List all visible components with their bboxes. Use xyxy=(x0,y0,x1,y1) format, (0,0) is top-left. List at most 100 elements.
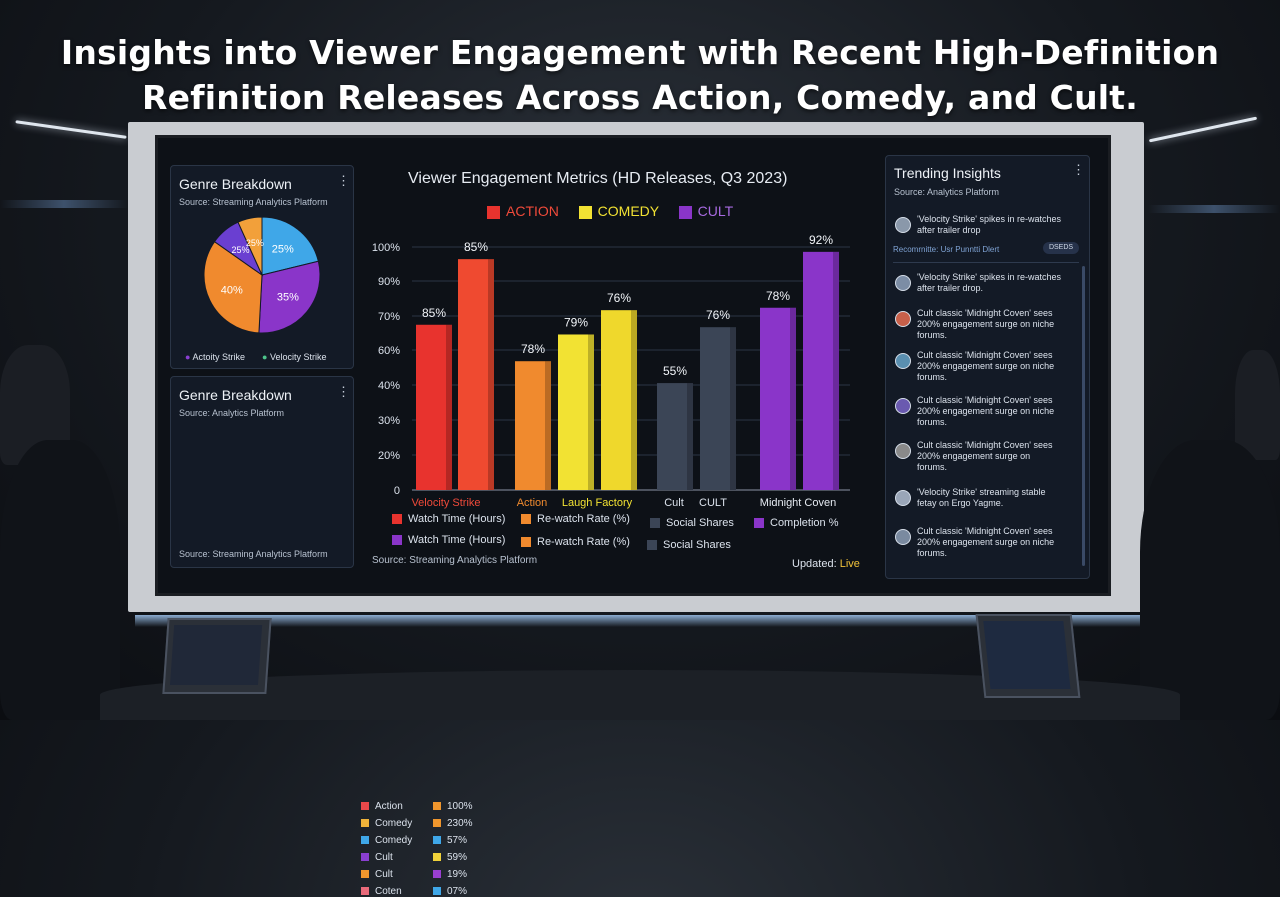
insights-scrollbar[interactable] xyxy=(1082,266,1085,566)
insight-line: 200% engagement surge on xyxy=(917,451,1031,461)
bottom-legend-swatch xyxy=(647,540,657,551)
insight-item[interactable]: Cult classic 'Midnight Coven' sees 200% e… xyxy=(917,526,1079,559)
bottom-legend-swatch xyxy=(521,514,531,525)
updated-label: Updated: xyxy=(792,558,837,570)
genre-row-label: Comedy xyxy=(375,818,413,829)
pie-legend-label-2: Velocity Strike xyxy=(269,352,327,362)
bottom-legend-label: Re-watch Rate (%) xyxy=(537,536,630,548)
updated-value: Live xyxy=(839,558,860,570)
insight-item[interactable]: Cult classic 'Midnight Coven' sees 200% e… xyxy=(917,395,1079,428)
y-tick-label: 70% xyxy=(378,311,400,323)
genre-row-value: 19% xyxy=(447,869,468,880)
category-label: Cult xyxy=(664,497,684,509)
insight-line: forums. xyxy=(917,462,948,472)
genre-list-row: Action 100% xyxy=(361,801,473,812)
bar-value-label: 55% xyxy=(663,364,687,378)
bottom-legend-label: Social Shares xyxy=(663,539,731,551)
bottom-legend-item: Re-watch Rate (%) xyxy=(521,536,630,548)
insight-item[interactable]: 'Velocity Strike' streaming stable fetay … xyxy=(917,487,1079,509)
insight-recommend-badge[interactable]: DSEDS xyxy=(1043,242,1079,254)
pie-legend-dot-1: ● xyxy=(185,352,191,362)
insight-line: Cult classic 'Midnight Coven' sees xyxy=(917,395,1053,405)
main-chart-source: Source: Streaming Analytics Platform xyxy=(372,555,538,566)
legend-swatch-comedy xyxy=(578,205,592,219)
bar[interactable] xyxy=(700,327,736,490)
genre-list-row: Cult 59% xyxy=(361,852,467,863)
pie-slice-label: 25% xyxy=(272,244,294,256)
bottom-legend-label: Completion % xyxy=(770,517,839,529)
genre-row-value: 100% xyxy=(447,801,473,812)
bottom-legend-label: Social Shares xyxy=(666,517,734,529)
y-tick-label: 30% xyxy=(378,415,400,427)
floor-light-strip xyxy=(135,615,1140,627)
insight-avatar xyxy=(895,311,911,327)
bar-shade xyxy=(488,259,494,490)
insight-line: Cult classic 'Midnight Coven' sees xyxy=(917,526,1053,536)
insight-avatar xyxy=(895,529,911,545)
insight-item[interactable]: Cult classic 'Midnight Coven' sees 200% e… xyxy=(917,350,1079,383)
pie-slice-label: 25% xyxy=(232,245,250,255)
genre-row-swatch xyxy=(361,887,369,896)
insight-item[interactable]: 'Velocity Strike' spikes in re-watches af… xyxy=(917,272,1079,294)
insight-line: 200% engagement surge on niche xyxy=(917,406,1055,416)
pie-slice-label: 35% xyxy=(277,291,299,303)
bar[interactable] xyxy=(515,361,551,490)
insight-line: Cult classic 'Midnight Coven' sees xyxy=(917,350,1053,360)
insight-avatar xyxy=(895,443,911,459)
bar[interactable] xyxy=(803,251,839,490)
pie-slice[interactable] xyxy=(258,260,321,334)
genre-list-row: Cult 19% xyxy=(361,869,467,880)
bar[interactable] xyxy=(657,383,693,490)
bottom-legend-swatch xyxy=(392,514,402,525)
bottom-legend-swatch xyxy=(392,535,402,546)
genre-row-label: Cult xyxy=(375,869,393,880)
legend-swatch-action xyxy=(487,205,500,219)
genre-list-footer: Source: Streaming Analytics Platform xyxy=(179,549,328,559)
ceiling-light-right xyxy=(1148,116,1258,143)
insight-top-text[interactable]: 'Velocity Strike' spikes in re-watches a… xyxy=(917,214,1061,235)
bar[interactable] xyxy=(558,334,594,490)
pie-panel-kebab-icon[interactable]: ⋮ xyxy=(337,173,350,188)
genre-list-kebab-icon[interactable]: ⋮ xyxy=(337,384,350,399)
genre-row-label: Cult xyxy=(375,852,393,863)
bar-value-label: 92% xyxy=(809,233,833,247)
main-chart-title: Viewer Engagement Metrics (HD Releases, … xyxy=(408,170,788,187)
pie-slice[interactable] xyxy=(203,240,263,334)
bar[interactable] xyxy=(601,310,637,490)
bar-shade xyxy=(687,383,693,490)
bar[interactable] xyxy=(416,324,452,490)
bar-value-label: 76% xyxy=(607,291,631,305)
insight-line: forums. xyxy=(917,372,948,382)
insight-line: 200% engagement surge on niche xyxy=(917,319,1055,329)
y-tick-label: 60% xyxy=(378,345,400,357)
insight-line: 'Velocity Strike' streaming stable xyxy=(917,487,1046,497)
bar[interactable] xyxy=(458,259,494,490)
category-label: Midnight Coven xyxy=(760,497,836,509)
bar-shade xyxy=(790,307,796,490)
genre-row-value-swatch xyxy=(433,853,441,862)
bar[interactable] xyxy=(760,307,796,490)
bottom-legend-item: Completion % xyxy=(754,517,838,529)
genre-list-title: Genre Breakdown xyxy=(179,387,292,403)
genre-list-source: Source: Analytics Platform xyxy=(179,408,285,418)
y-tick-label: 40% xyxy=(378,380,400,392)
genre-row-value-swatch xyxy=(433,870,441,879)
bottom-legend-item: Re-watch Rate (%) xyxy=(521,513,630,525)
bottom-legend-swatch xyxy=(754,518,764,529)
presenter-right xyxy=(1235,350,1280,460)
bar-value-label: 79% xyxy=(564,315,588,329)
insight-item[interactable]: Cult classic 'Midnight Coven' sees 200% e… xyxy=(917,440,1079,473)
main-chart-series-legend: ACTION COMEDY CULT xyxy=(487,203,733,219)
headline-line-2: Refinition Releases Across Action, Comed… xyxy=(142,78,1138,117)
insight-avatar xyxy=(895,490,911,506)
genre-row-value-swatch xyxy=(433,802,441,811)
insights-kebab-icon[interactable]: ⋮ xyxy=(1072,162,1085,177)
bottom-legend-item: Watch Time (Hours) xyxy=(392,513,505,525)
pie-slice[interactable] xyxy=(261,216,319,276)
ceiling-light-left xyxy=(15,120,127,139)
pie-slice-label: 40% xyxy=(221,285,243,297)
insight-item[interactable]: Cult classic 'Midnight Coven' sees 200% e… xyxy=(917,308,1079,341)
bottom-legend-swatch xyxy=(650,518,660,529)
pie-slice[interactable] xyxy=(237,216,263,276)
headline-line-1: Insights into Viewer Engagement with Rec… xyxy=(60,33,1220,72)
